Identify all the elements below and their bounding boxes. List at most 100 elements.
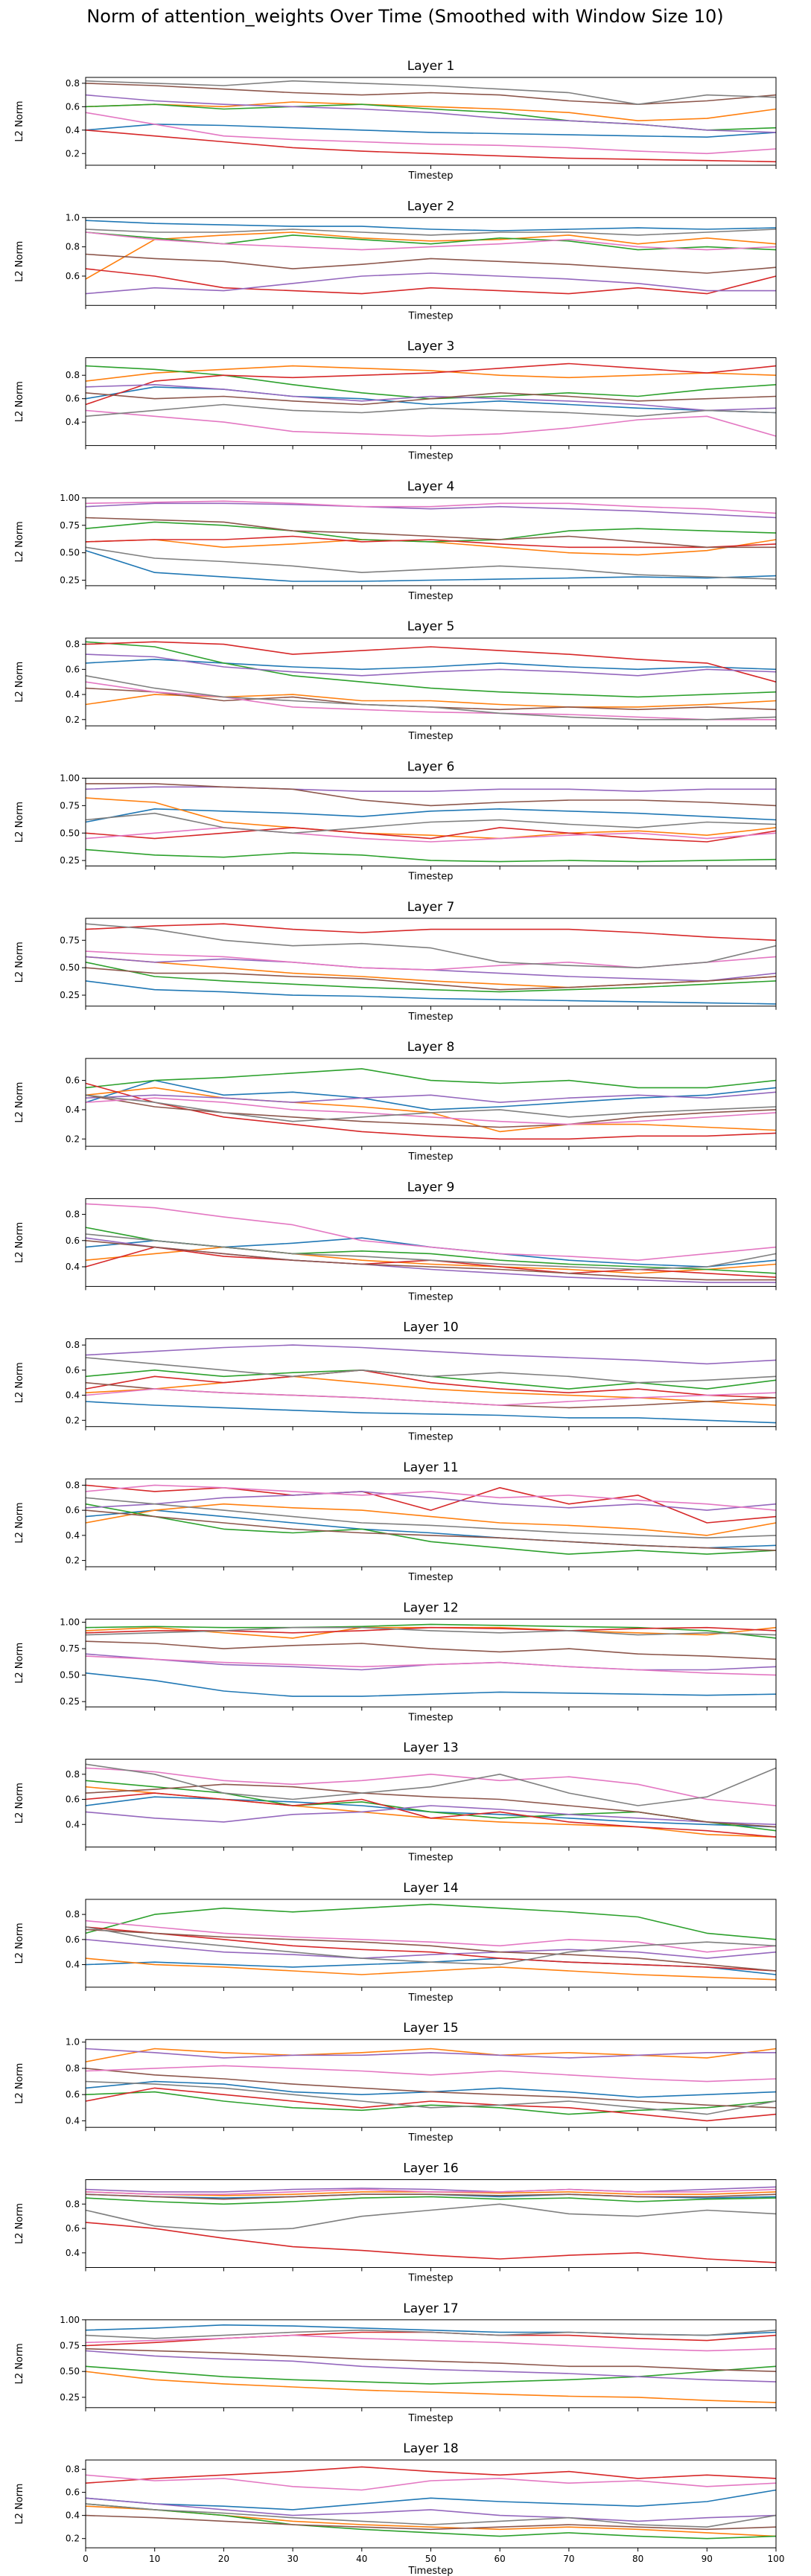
series-line-3 (85, 2196, 777, 2205)
subplot-title: Layer 4 (407, 479, 455, 494)
series-line-4 (85, 1484, 777, 1524)
series-line-7 (85, 2334, 777, 2352)
series-line-7 (85, 409, 777, 437)
series-line-4 (85, 641, 777, 683)
y-tick-label: 0.50 (60, 548, 80, 558)
x-tick-label: 0 (83, 2554, 89, 2564)
y-tick-label: 0.50 (60, 828, 80, 838)
y-tick-label: 0.2 (66, 148, 80, 159)
series-line-6 (85, 1640, 777, 1661)
x-tick-label: 30 (287, 2554, 298, 2564)
x-axis-label: Timestep (408, 2413, 454, 2424)
series-line-7 (85, 1484, 777, 1511)
series-line-4 (85, 827, 777, 843)
x-tick-label: 100 (768, 2554, 785, 2564)
plot-frame (85, 1899, 777, 1988)
subplot-layer-14: Layer 14 0.4 0.6 0.8 Timestep L2 Norm (14, 1881, 777, 2004)
series-line-4 (85, 2222, 777, 2263)
series-line-7 (85, 500, 777, 514)
subplot-layer-9: Layer 9 0.4 0.6 0.8 Timestep L2 Norm (14, 1180, 777, 1303)
series-line-7 (85, 1388, 777, 1406)
series-line-7 (85, 1203, 777, 1261)
series-line-7 (85, 231, 777, 251)
x-axis-label: Timestep (408, 310, 454, 322)
series-line-4 (85, 2087, 777, 2122)
subplot-layer-12: Layer 12 0.25 0.50 0.75 1.00 Timestep L2 Norm (14, 1600, 777, 1723)
subplot-layer-16: Layer 16 0.4 0.6 0.8 Timestep L2 Norm (14, 2161, 777, 2284)
series-line-6 (85, 1381, 777, 1409)
y-axis-label: L2 Norm (14, 2484, 25, 2525)
series-line-8 (85, 80, 777, 105)
x-axis-label: Timestep (408, 1572, 454, 1583)
series-line-2 (85, 365, 777, 382)
x-axis-label: Timestep (408, 2273, 454, 2284)
y-tick-label: 0.8 (66, 1909, 80, 1920)
x-axis-label: Timestep (408, 591, 454, 602)
x-axis-label: Timestep (408, 731, 454, 742)
y-axis-label: L2 Norm (14, 100, 25, 141)
series-line-5 (85, 2048, 776, 2059)
series-line-5 (85, 502, 777, 519)
plot-frame (85, 2179, 777, 2268)
y-tick-label: 0.75 (60, 1643, 80, 1654)
y-tick-label: 0.8 (66, 78, 80, 89)
y-tick-label: 0.4 (66, 2115, 80, 2126)
y-axis-label: L2 Norm (14, 1362, 25, 1403)
x-axis-label: Timestep (408, 2566, 454, 2576)
subplot-title: Layer 18 (403, 2441, 458, 2456)
series-line-7 (85, 2474, 777, 2491)
y-tick-label: 0.6 (66, 2487, 80, 2498)
y-tick-label: 0.75 (60, 520, 80, 531)
series-line-6 (85, 1928, 777, 1972)
y-tick-label: 0.6 (66, 1076, 80, 1086)
x-tick-label: 50 (425, 2554, 436, 2564)
y-tick-label: 1.0 (66, 212, 80, 223)
y-axis-label: L2 Norm (14, 1222, 25, 1263)
x-tick-label: 80 (632, 2554, 643, 2564)
y-tick-label: 0.8 (66, 639, 80, 650)
series-line-5 (85, 2350, 777, 2382)
series-line-1 (85, 1509, 777, 1549)
y-axis-label: L2 Norm (14, 1923, 25, 1963)
y-axis-label: L2 Norm (14, 241, 25, 282)
plot-frame (85, 918, 777, 1007)
series-line-1 (85, 220, 777, 231)
y-tick-label: 0.6 (66, 271, 80, 281)
x-axis-label: Timestep (408, 1712, 454, 1723)
y-tick-label: 0.4 (66, 417, 80, 427)
y-tick-label: 0.2 (66, 715, 80, 725)
series-line-3 (85, 1503, 777, 1555)
subplot-title: Layer 11 (403, 1460, 458, 1475)
series-line-5 (85, 653, 777, 677)
x-axis-label: Timestep (408, 170, 454, 182)
subplot-layer-6: Layer 6 0.25 0.50 0.75 1.00 Timestep L2 Norm (14, 760, 777, 883)
x-axis-label: Timestep (408, 1291, 454, 1303)
x-tick-label: 20 (218, 2554, 229, 2564)
y-tick-label: 0.25 (60, 990, 80, 1000)
series-line-2 (85, 797, 777, 840)
x-axis-label: Timestep (408, 451, 454, 462)
series-line-5 (85, 383, 777, 412)
subplot-layer-10: Layer 10 0.2 0.4 0.6 0.8 Timestep L2 Norm (14, 1320, 777, 1443)
series-line-3 (85, 1903, 777, 1940)
x-tick-label: 70 (563, 2554, 574, 2564)
series-line-4 (85, 1926, 777, 1972)
series-line-5 (85, 956, 777, 982)
subplot-layer-7: Layer 7 0.25 0.50 0.75 Timestep L2 Norm (14, 900, 777, 1023)
y-tick-label: 1.0 (66, 2037, 80, 2048)
series-line-8 (85, 675, 777, 720)
series-line-6 (85, 83, 777, 105)
y-tick-label: 1.00 (60, 773, 80, 784)
series-line-3 (85, 103, 777, 131)
series-line-8 (85, 403, 777, 418)
subplot-layer-13: Layer 13 0.4 0.6 0.8 Timestep L2 Norm (14, 1741, 777, 1864)
series-line-8 (85, 1763, 777, 1806)
y-tick-label: 0.25 (60, 2392, 80, 2403)
subplot-title: Layer 16 (403, 2161, 458, 2176)
series-line-4 (85, 1626, 777, 1634)
series-line-8 (85, 1626, 777, 1636)
y-tick-label: 0.6 (66, 2089, 80, 2100)
series-line-4 (85, 362, 777, 406)
series-line-4 (85, 923, 777, 942)
series-line-6 (85, 1240, 776, 1281)
